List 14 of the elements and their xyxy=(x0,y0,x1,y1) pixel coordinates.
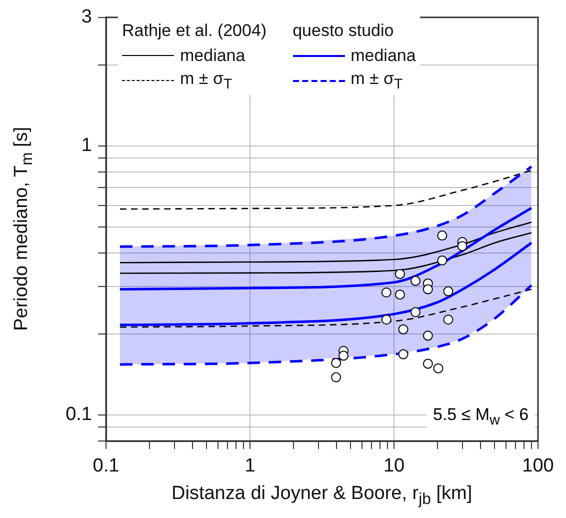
x-axis-title: Distanza di Joyner & Boore, r$_{jb}$ [km] xyxy=(172,483,472,509)
x-tick-label: 1 xyxy=(244,456,256,477)
y-tick-label: 3 xyxy=(81,6,92,28)
legend-label: m ± σ$_{T}$ xyxy=(350,68,403,92)
legend-label: mediana xyxy=(350,46,416,66)
legend-label: m ± σ$_{T}$ xyxy=(180,68,232,92)
annotation: Rathje et al. (2004) xyxy=(122,20,267,42)
annotation: 5.5 ≤ M$_{w}$ < 6 xyxy=(427,404,535,430)
y-tick-label: 1 xyxy=(81,135,92,156)
annotation: questo studio xyxy=(292,20,395,42)
x-tick-label: 10 xyxy=(383,456,405,477)
y-tick-label: 0.1 xyxy=(66,404,92,426)
x-tick-label: 100 xyxy=(522,456,554,477)
legend-label: mediana xyxy=(180,46,246,66)
